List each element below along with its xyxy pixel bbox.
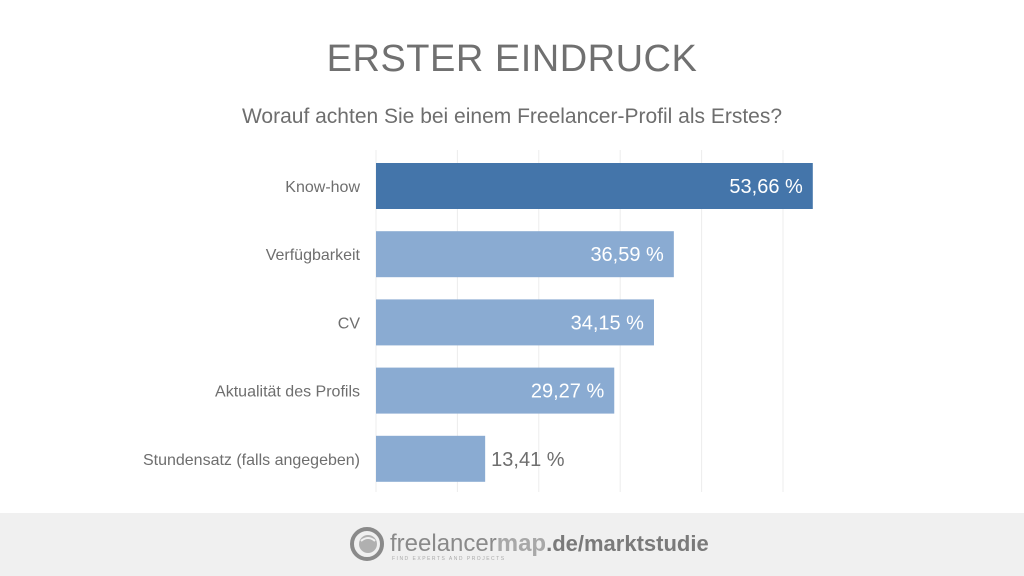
data-label: 34,15 % bbox=[571, 312, 645, 334]
freelancermap-logo[interactable]: freelancermap .de/marktstudie bbox=[350, 524, 709, 564]
chart-subtitle: Worauf achten Sie bei einem Freelancer-P… bbox=[241, 105, 783, 128]
logo-wordmark: freelancermap bbox=[390, 530, 547, 557]
category-label: Stundensatz (falls angegeben) bbox=[143, 452, 360, 469]
category-label: Verfügbarkeit bbox=[266, 247, 361, 264]
footer bbox=[0, 513, 1024, 576]
bar bbox=[376, 435, 486, 482]
logo-tagline: FIND EXPERTS AND PROJECTS bbox=[392, 556, 506, 562]
category-label: Know-how bbox=[285, 179, 360, 196]
logo-globe-icon bbox=[350, 527, 384, 561]
data-label: 53,66 % bbox=[729, 176, 803, 198]
data-label: 36,59 % bbox=[590, 244, 664, 266]
category-label: CV bbox=[338, 315, 361, 332]
bar bbox=[376, 299, 654, 346]
data-label: 29,27 % bbox=[531, 381, 605, 403]
bar bbox=[376, 231, 674, 278]
chart-title: ERSTER EINDRUCK bbox=[326, 38, 698, 80]
study-url: .de/marktstudie bbox=[546, 531, 709, 556]
bar-chart: Know-how 53,66 % Verfügbarkeit 36,59 % CV 34,… bbox=[143, 150, 813, 492]
bar bbox=[376, 163, 813, 209]
bar bbox=[376, 367, 615, 414]
category-label: Aktualität des Profils bbox=[215, 384, 360, 401]
data-label: 13,41 % bbox=[491, 449, 565, 471]
